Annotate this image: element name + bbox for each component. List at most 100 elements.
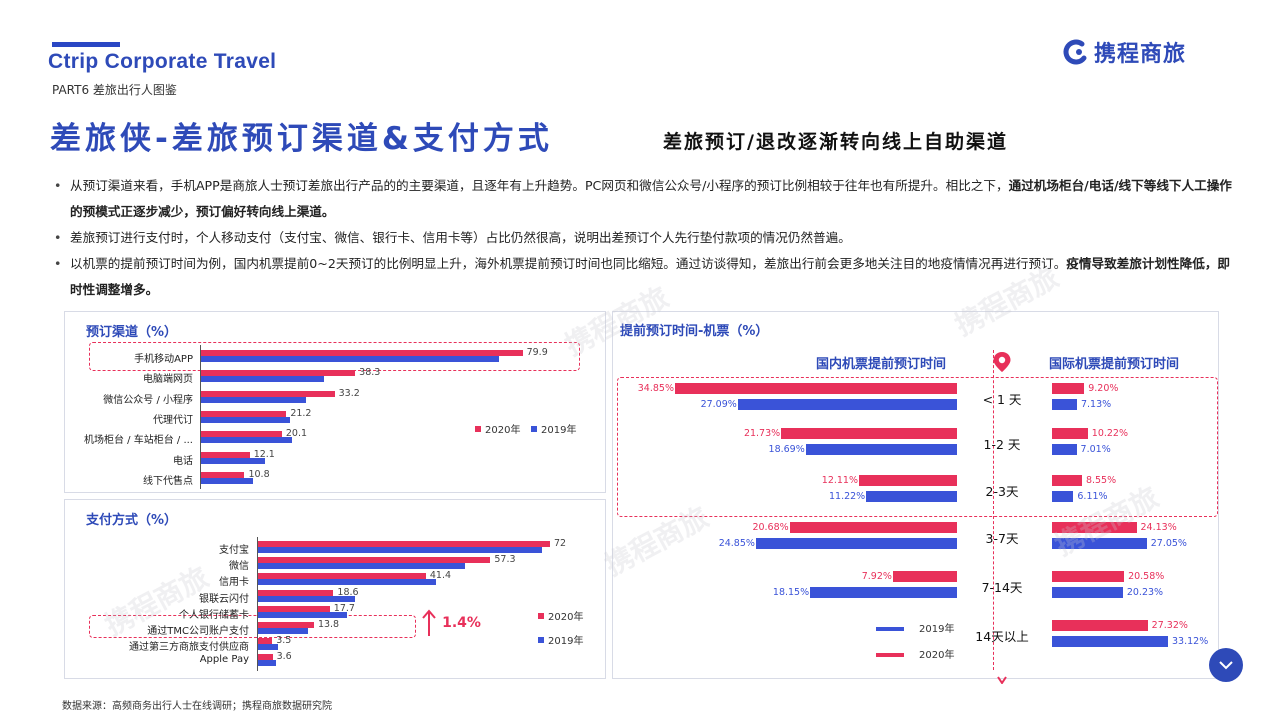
bar-2020 (258, 589, 334, 596)
intl-bar-2019 (1052, 444, 1077, 455)
domestic-bar-2020 (789, 522, 957, 533)
domestic-column-title: 国内机票提前预订时间 (816, 357, 947, 372)
category-label: 电话 (173, 455, 193, 467)
advance-booking-panel (612, 311, 1219, 679)
pin-end-icon (997, 669, 1007, 685)
summary-bullets: 从预订渠道来看，手机APP是商旅人士预订差旅出行产品的的主要渠道，且逐年有上升趋… (52, 173, 1232, 303)
intl-label-2019: 6.11% (1077, 491, 1108, 502)
bullet-item: 以机票的提前预订时间为例，国内机票提前0~2天预订的比例明显上升，海外机票提前预… (52, 251, 1232, 303)
lead-time-label: 3-7天 (985, 531, 1019, 546)
intl-label-2020: 24.13% (1140, 522, 1177, 533)
domestic-bar-2020 (892, 571, 957, 582)
bar-2019 (258, 547, 542, 553)
bar-2019 (258, 563, 465, 570)
bar-2019 (201, 437, 292, 444)
brand-name: Ctrip Corporate Travel (48, 50, 277, 73)
part-label: PART6 差旅出行人图鉴 (52, 83, 177, 97)
intl-label-2019: 27.05% (1150, 538, 1187, 549)
payment-legend-2020: 2020年 (538, 608, 583, 623)
bar-2020 (258, 557, 491, 564)
domestic-label-2020: 7.92% (861, 571, 892, 582)
bar-value-label: 3.5 (276, 635, 292, 647)
up-arrow-icon (422, 609, 436, 636)
bar-value-label: 21.2 (290, 407, 312, 419)
bar-2020 (201, 471, 245, 478)
bar-2020 (201, 370, 356, 377)
bar-value-label: 33.2 (338, 387, 360, 399)
scroll-down-button[interactable] (1209, 648, 1243, 682)
bar-2019 (258, 595, 356, 602)
domestic-bar-2020 (781, 428, 957, 439)
bar-value-label: 72 (554, 538, 567, 549)
bar-value-label: 17.7 (333, 602, 355, 614)
bar-2020 (201, 431, 282, 438)
advance-booking-title: 提前预订时间-机票（%） (620, 324, 769, 339)
intl-bar-2020 (1052, 428, 1088, 439)
bar-value-label: 57.3 (494, 554, 516, 566)
lead-time-label: < 1 天 (982, 392, 1022, 407)
intl-bar-2020 (1052, 620, 1148, 631)
bar-2019 (201, 477, 254, 484)
channel-legend-2020: 2020年 (475, 421, 520, 436)
bar-2019 (258, 579, 437, 586)
intl-bar-2020 (1052, 475, 1082, 486)
bar-2019 (258, 660, 277, 667)
ctrip-logo: 携程商旅 (1062, 36, 1186, 68)
bar-2019 (201, 376, 324, 383)
domestic-bar-2020 (859, 475, 957, 486)
bar-2020 (201, 350, 523, 356)
advance-legend-2020-swatch (876, 653, 904, 657)
category-label: 电脑端网页 (143, 374, 193, 386)
category-label: 代理代订 (153, 414, 193, 426)
international-column-title: 国际机票提前预订时间 (1049, 357, 1180, 372)
domestic-label-2019: 27.09% (700, 399, 737, 410)
category-label: 个人银行储蓄卡 (179, 609, 249, 621)
location-pin-icon (993, 352, 1011, 372)
category-label: 微信 (229, 561, 249, 573)
domestic-bar-2019 (755, 538, 957, 549)
channel-axis (200, 345, 201, 489)
lead-time-label: 14天以上 (975, 629, 1029, 644)
tmc-increase-label: 1.4% (442, 615, 481, 631)
bar-2020 (258, 622, 314, 628)
bar-2019 (201, 457, 266, 464)
category-label: 通过第三方商旅支付供应商 (129, 642, 249, 654)
payment-legend-2019: 2019年 (538, 632, 583, 647)
ctrip-logo-icon (1063, 39, 1087, 65)
bar-2019 (201, 356, 499, 362)
category-label: 信用卡 (219, 577, 249, 589)
lead-time-label: 2-3天 (985, 484, 1019, 499)
category-label: 通过TMC公司账户支付 (147, 626, 249, 637)
intl-label-2020: 10.22% (1091, 428, 1129, 439)
logo-text: 携程商旅 (1094, 42, 1187, 67)
bar-2019 (258, 628, 309, 634)
intl-bar-2020 (1052, 383, 1085, 394)
domestic-bar-2019 (737, 399, 957, 410)
intl-bar-2019 (1052, 491, 1074, 502)
bar-value-label: 13.8 (317, 619, 340, 630)
intl-bar-2019 (1052, 538, 1147, 549)
bar-2019 (258, 644, 279, 651)
bar-value-label: 20.1 (285, 428, 308, 440)
intl-bar-2020 (1052, 522, 1137, 533)
category-label: Apple Pay (199, 654, 249, 666)
center-divider (993, 350, 994, 670)
bar-2020 (258, 605, 330, 612)
domestic-bar-2019 (805, 444, 957, 455)
domestic-bar-2019 (810, 587, 957, 598)
chevron-down-icon (1219, 661, 1233, 670)
bar-2019 (258, 611, 348, 618)
advance-legend-2020: 2020年 (919, 650, 955, 661)
advance-legend-2019-swatch (876, 627, 904, 631)
page-title: 差旅侠-差旅预订渠道&支付方式 (50, 121, 553, 157)
intl-label-2019: 20.23% (1126, 587, 1164, 598)
intl-bar-2019 (1052, 399, 1077, 410)
intl-label-2019: 33.12% (1172, 636, 1209, 647)
channel-legend-2019: 2019年 (531, 421, 576, 436)
intl-bar-2019 (1052, 587, 1123, 598)
category-label: 微信公众号 / 小程序 (103, 394, 193, 406)
domestic-label-2019: 11.22% (828, 491, 866, 502)
intl-label-2019: 7.01% (1080, 444, 1111, 455)
bar-2020 (258, 638, 273, 645)
short-lead-highlight-box (617, 377, 1218, 517)
